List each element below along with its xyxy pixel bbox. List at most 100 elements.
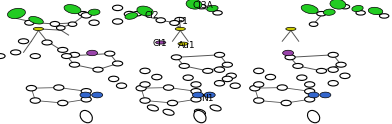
- Ellipse shape: [265, 74, 276, 80]
- Ellipse shape: [140, 68, 150, 74]
- Ellipse shape: [328, 52, 338, 57]
- Ellipse shape: [214, 52, 225, 57]
- Ellipse shape: [156, 41, 166, 44]
- Ellipse shape: [352, 5, 363, 12]
- Ellipse shape: [330, 0, 346, 9]
- Ellipse shape: [113, 19, 123, 24]
- Ellipse shape: [69, 52, 80, 57]
- Ellipse shape: [42, 40, 52, 45]
- Ellipse shape: [78, 12, 88, 16]
- Text: Cl1: Cl1: [153, 39, 167, 48]
- Ellipse shape: [191, 89, 201, 94]
- Ellipse shape: [105, 51, 115, 56]
- Ellipse shape: [175, 17, 184, 22]
- Ellipse shape: [132, 12, 142, 16]
- Ellipse shape: [328, 80, 338, 86]
- Ellipse shape: [109, 76, 119, 82]
- Ellipse shape: [54, 85, 64, 90]
- Ellipse shape: [175, 27, 185, 31]
- Ellipse shape: [183, 75, 193, 80]
- Text: N1: N1: [201, 94, 214, 103]
- Ellipse shape: [25, 20, 34, 25]
- Ellipse shape: [308, 92, 319, 98]
- Ellipse shape: [340, 4, 350, 9]
- Ellipse shape: [213, 11, 222, 15]
- Ellipse shape: [230, 83, 240, 88]
- Text: Au1: Au1: [178, 41, 196, 50]
- Ellipse shape: [186, 0, 202, 9]
- Ellipse shape: [254, 98, 264, 103]
- Ellipse shape: [92, 92, 103, 98]
- Ellipse shape: [170, 20, 179, 25]
- Ellipse shape: [254, 82, 264, 87]
- Text: Cl3A: Cl3A: [192, 1, 213, 10]
- Ellipse shape: [281, 100, 291, 106]
- Ellipse shape: [69, 62, 80, 67]
- Ellipse shape: [137, 6, 153, 16]
- Ellipse shape: [283, 50, 294, 56]
- Ellipse shape: [204, 92, 215, 98]
- Ellipse shape: [277, 85, 287, 90]
- Text: F1: F1: [177, 17, 188, 26]
- Ellipse shape: [33, 27, 44, 31]
- Ellipse shape: [323, 9, 335, 15]
- Ellipse shape: [30, 98, 40, 103]
- Ellipse shape: [307, 110, 320, 123]
- Ellipse shape: [340, 73, 350, 78]
- Ellipse shape: [87, 50, 98, 56]
- Ellipse shape: [58, 100, 68, 106]
- Ellipse shape: [368, 7, 383, 15]
- Ellipse shape: [124, 11, 134, 17]
- Ellipse shape: [140, 98, 150, 103]
- Ellipse shape: [62, 54, 72, 59]
- Ellipse shape: [197, 4, 206, 9]
- Ellipse shape: [336, 62, 346, 67]
- Ellipse shape: [89, 20, 99, 25]
- Ellipse shape: [305, 97, 315, 102]
- Ellipse shape: [207, 5, 218, 12]
- Ellipse shape: [7, 8, 25, 19]
- Ellipse shape: [301, 5, 318, 14]
- Ellipse shape: [93, 67, 103, 72]
- Ellipse shape: [81, 89, 91, 94]
- Ellipse shape: [125, 13, 138, 19]
- Ellipse shape: [30, 54, 40, 59]
- Ellipse shape: [64, 5, 81, 14]
- Ellipse shape: [203, 68, 213, 73]
- Ellipse shape: [136, 85, 146, 91]
- Ellipse shape: [194, 110, 206, 123]
- Ellipse shape: [81, 13, 91, 18]
- Ellipse shape: [18, 39, 29, 44]
- Ellipse shape: [214, 67, 225, 72]
- Ellipse shape: [222, 62, 232, 67]
- Ellipse shape: [286, 27, 296, 31]
- Text: Cl2: Cl2: [144, 11, 159, 20]
- Ellipse shape: [156, 18, 165, 23]
- Ellipse shape: [194, 109, 205, 115]
- Ellipse shape: [250, 85, 260, 91]
- Ellipse shape: [305, 89, 315, 94]
- Ellipse shape: [80, 110, 93, 123]
- Ellipse shape: [163, 85, 174, 90]
- Ellipse shape: [0, 54, 5, 59]
- Ellipse shape: [285, 55, 295, 60]
- Ellipse shape: [147, 105, 158, 111]
- Ellipse shape: [81, 97, 91, 102]
- Ellipse shape: [356, 11, 365, 15]
- Ellipse shape: [163, 109, 174, 115]
- Ellipse shape: [316, 68, 327, 73]
- Ellipse shape: [192, 92, 203, 98]
- Ellipse shape: [56, 26, 65, 30]
- Ellipse shape: [113, 5, 123, 11]
- Ellipse shape: [152, 74, 162, 80]
- Ellipse shape: [222, 76, 232, 82]
- Ellipse shape: [254, 68, 264, 74]
- Ellipse shape: [68, 22, 77, 26]
- Ellipse shape: [167, 100, 178, 106]
- Ellipse shape: [140, 82, 150, 87]
- Ellipse shape: [88, 9, 100, 15]
- Ellipse shape: [226, 73, 236, 78]
- Ellipse shape: [80, 92, 91, 98]
- Ellipse shape: [26, 85, 36, 91]
- Ellipse shape: [379, 14, 389, 18]
